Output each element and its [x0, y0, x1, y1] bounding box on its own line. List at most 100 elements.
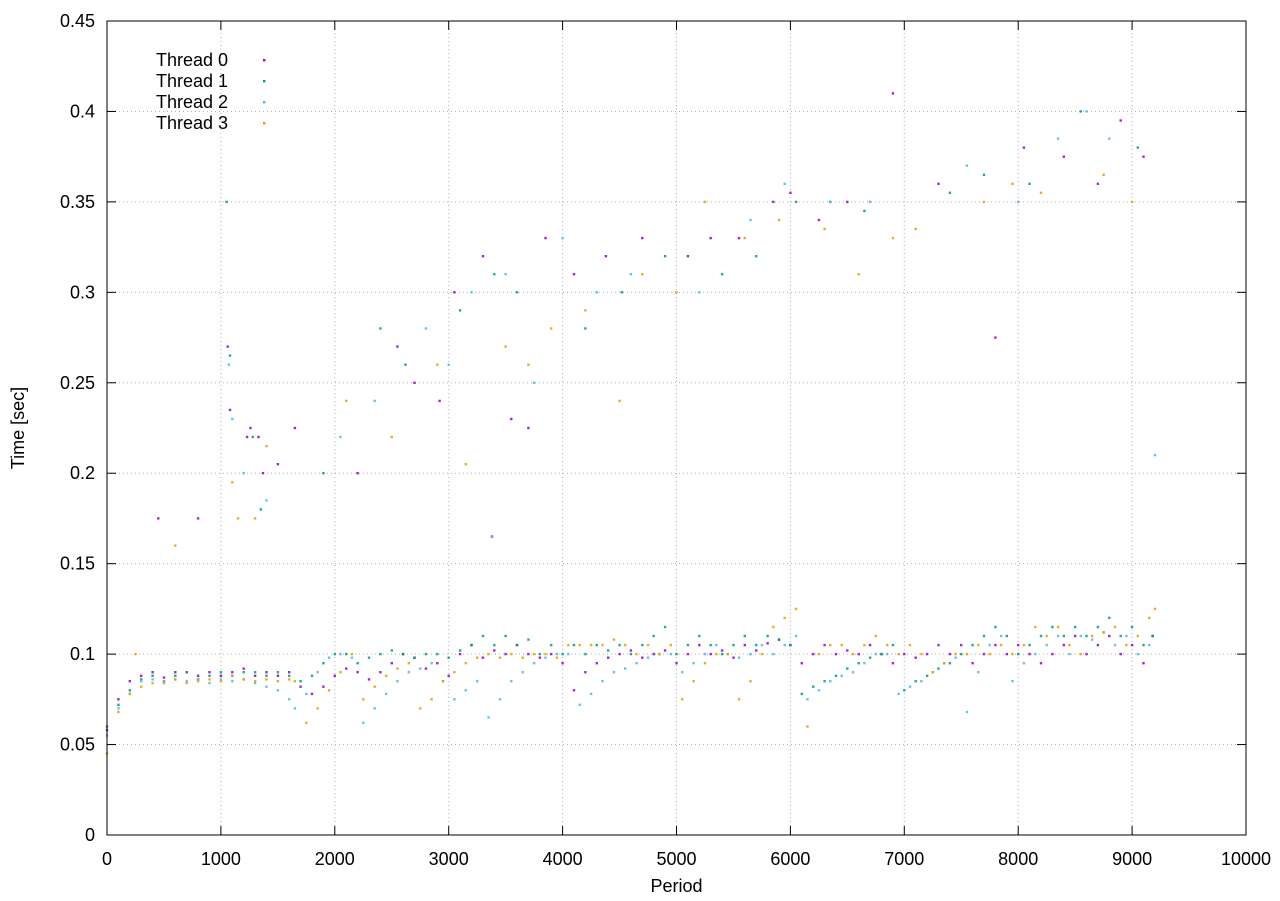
data-point	[732, 656, 735, 659]
data-point	[1130, 643, 1134, 647]
data-point	[157, 517, 160, 520]
data-point	[783, 643, 786, 647]
data-point	[641, 236, 644, 240]
data-point	[464, 662, 467, 665]
data-point	[265, 678, 268, 681]
series-thread-3	[105, 173, 1157, 755]
data-point	[532, 381, 536, 384]
data-point	[766, 642, 769, 645]
data-point	[965, 652, 969, 656]
data-point	[988, 652, 991, 656]
data-point	[578, 703, 581, 706]
data-point	[1142, 155, 1145, 158]
data-point	[322, 472, 325, 475]
data-point	[851, 652, 855, 656]
data-point	[470, 643, 473, 647]
data-point	[208, 681, 211, 685]
data-point	[310, 674, 314, 677]
data-point	[1062, 155, 1065, 158]
data-point	[219, 671, 223, 674]
data-point	[544, 656, 547, 659]
data-point	[231, 481, 234, 484]
data-point	[174, 678, 177, 681]
data-point	[322, 662, 325, 665]
data-point	[128, 680, 131, 683]
data-point	[316, 671, 319, 674]
data-point	[698, 643, 701, 647]
data-point	[436, 652, 439, 656]
data-point	[424, 327, 428, 330]
data-point	[1079, 110, 1082, 113]
data-point	[1039, 662, 1043, 665]
data-point	[914, 227, 917, 231]
data-point	[1136, 146, 1139, 149]
data-point	[453, 671, 456, 674]
data-point	[908, 643, 912, 647]
data-point	[367, 656, 371, 659]
data-point	[1017, 652, 1020, 656]
data-point	[196, 674, 200, 677]
data-point	[441, 680, 445, 683]
data-point	[407, 662, 410, 665]
data-point	[578, 643, 581, 647]
data-point	[1142, 662, 1145, 665]
data-point	[977, 643, 980, 647]
data-point	[339, 652, 342, 656]
data-point	[293, 707, 297, 710]
data-point	[1051, 652, 1054, 656]
data-point	[777, 638, 781, 641]
data-point	[646, 656, 650, 659]
data-point	[430, 662, 433, 665]
data-point	[681, 671, 684, 674]
data-point	[572, 643, 576, 647]
data-point	[265, 671, 268, 674]
data-point	[464, 463, 467, 466]
data-point	[436, 662, 439, 665]
data-point	[709, 236, 712, 240]
data-point	[1136, 652, 1139, 656]
data-point	[834, 674, 838, 677]
data-point	[140, 674, 143, 677]
data-point	[117, 710, 120, 714]
data-point	[595, 643, 598, 647]
series-thread-1	[105, 110, 1154, 728]
data-point	[151, 681, 154, 685]
data-point	[493, 649, 496, 652]
data-point	[140, 680, 143, 683]
data-point	[261, 472, 265, 475]
x-axis-label: Period	[650, 876, 702, 896]
data-point	[1022, 146, 1026, 149]
data-point	[117, 703, 120, 706]
data-point	[720, 649, 724, 652]
data-point	[948, 652, 952, 656]
data-point	[709, 652, 712, 656]
y-tick-label: 0.05	[60, 735, 95, 755]
legend-label: Thread 0	[156, 50, 228, 70]
data-point	[162, 680, 166, 683]
data-point	[521, 671, 524, 674]
data-point	[373, 399, 376, 403]
data-point	[185, 680, 188, 683]
data-point	[253, 674, 257, 677]
data-point	[641, 656, 644, 659]
data-point	[737, 698, 741, 701]
data-point	[755, 255, 758, 258]
data-point	[1096, 643, 1100, 647]
data-point	[561, 652, 564, 656]
data-point	[732, 643, 735, 647]
data-point	[715, 652, 718, 656]
data-point	[604, 255, 608, 258]
data-point	[481, 656, 485, 659]
data-point	[225, 200, 228, 204]
data-point	[1056, 137, 1060, 140]
data-point	[737, 236, 741, 240]
x-tick-label: 4000	[543, 849, 583, 869]
data-point	[561, 236, 564, 240]
data-point	[982, 200, 986, 204]
data-point	[510, 417, 513, 421]
data-point	[265, 685, 268, 688]
data-point	[766, 634, 769, 638]
data-point	[846, 200, 849, 204]
data-point	[453, 291, 456, 294]
